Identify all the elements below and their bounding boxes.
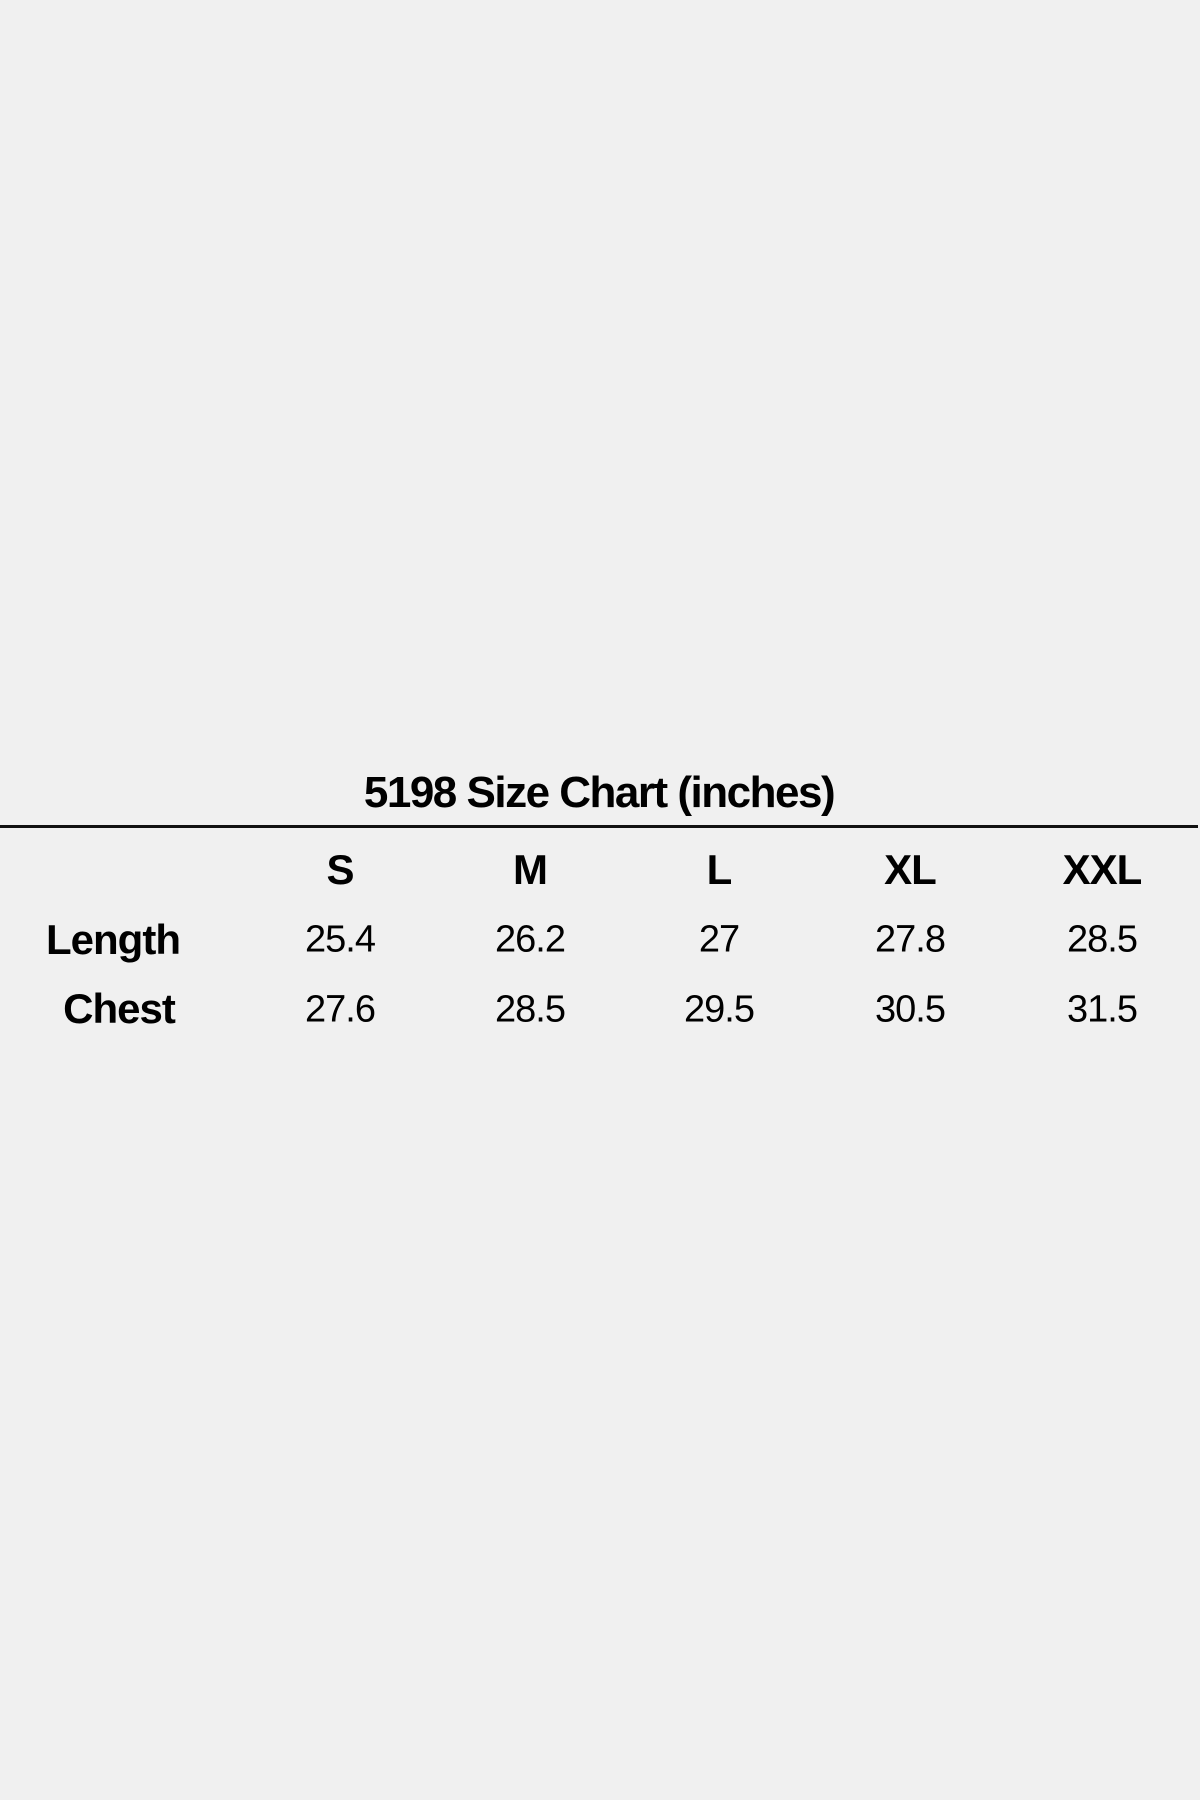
table-cell: 31.5	[1067, 988, 1138, 1031]
size-header-l: L	[706, 846, 733, 893]
table-cell: 27.8	[875, 918, 946, 961]
table-cell: 26.2	[495, 918, 566, 961]
row-label-chest: Chest	[63, 985, 176, 1032]
size-chart-title: 5198 Size Chart (inches)	[363, 768, 836, 817]
size-header-m: M	[513, 846, 548, 893]
table-cell: 30.5	[875, 988, 946, 1031]
size-header-s: S	[326, 846, 354, 893]
size-header-xxl: XXL	[1062, 846, 1143, 893]
table-cell: 29.5	[684, 988, 755, 1031]
table-cell: 25.4	[305, 918, 376, 961]
table-cell: 27	[698, 918, 740, 961]
title-divider	[0, 825, 1198, 828]
row-label-length: Length	[46, 916, 181, 963]
table-cell: 28.5	[495, 988, 566, 1031]
table-cell: 27.6	[305, 988, 376, 1031]
size-header-xl: XL	[884, 846, 937, 893]
table-cell: 28.5	[1067, 918, 1138, 961]
